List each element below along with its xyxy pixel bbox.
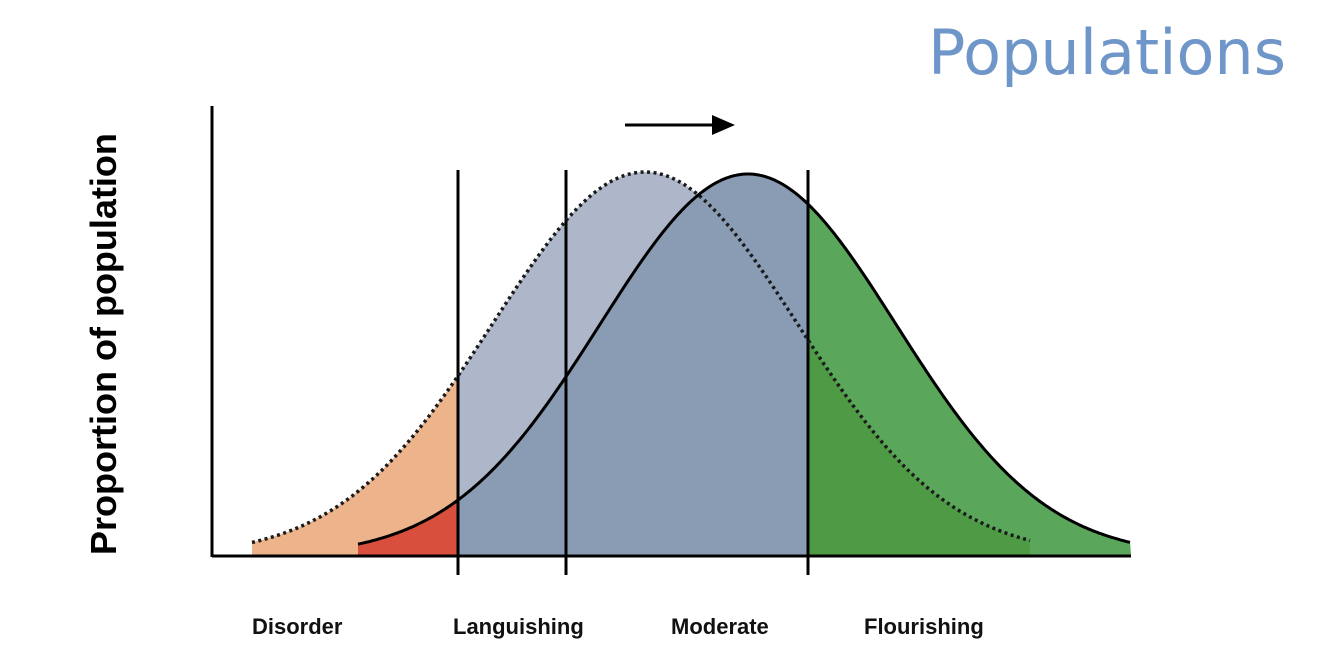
- original-disorder-area: [252, 375, 458, 556]
- category-label-moderate: Moderate: [671, 614, 769, 639]
- category-label-disorder: Disorder: [252, 614, 343, 639]
- shifted-distribution-curve: [357, 172, 1131, 546]
- arrow-right-icon: [625, 115, 735, 135]
- flourishing-overlap-area: [808, 174, 1030, 556]
- category-label-flourishing: Flourishing: [864, 614, 984, 639]
- original-distribution-curve: [251, 170, 1031, 545]
- category-label-languishing: Languishing: [453, 614, 584, 639]
- shifted-disorder-area: [358, 500, 458, 556]
- page-title: Populations: [927, 16, 1286, 89]
